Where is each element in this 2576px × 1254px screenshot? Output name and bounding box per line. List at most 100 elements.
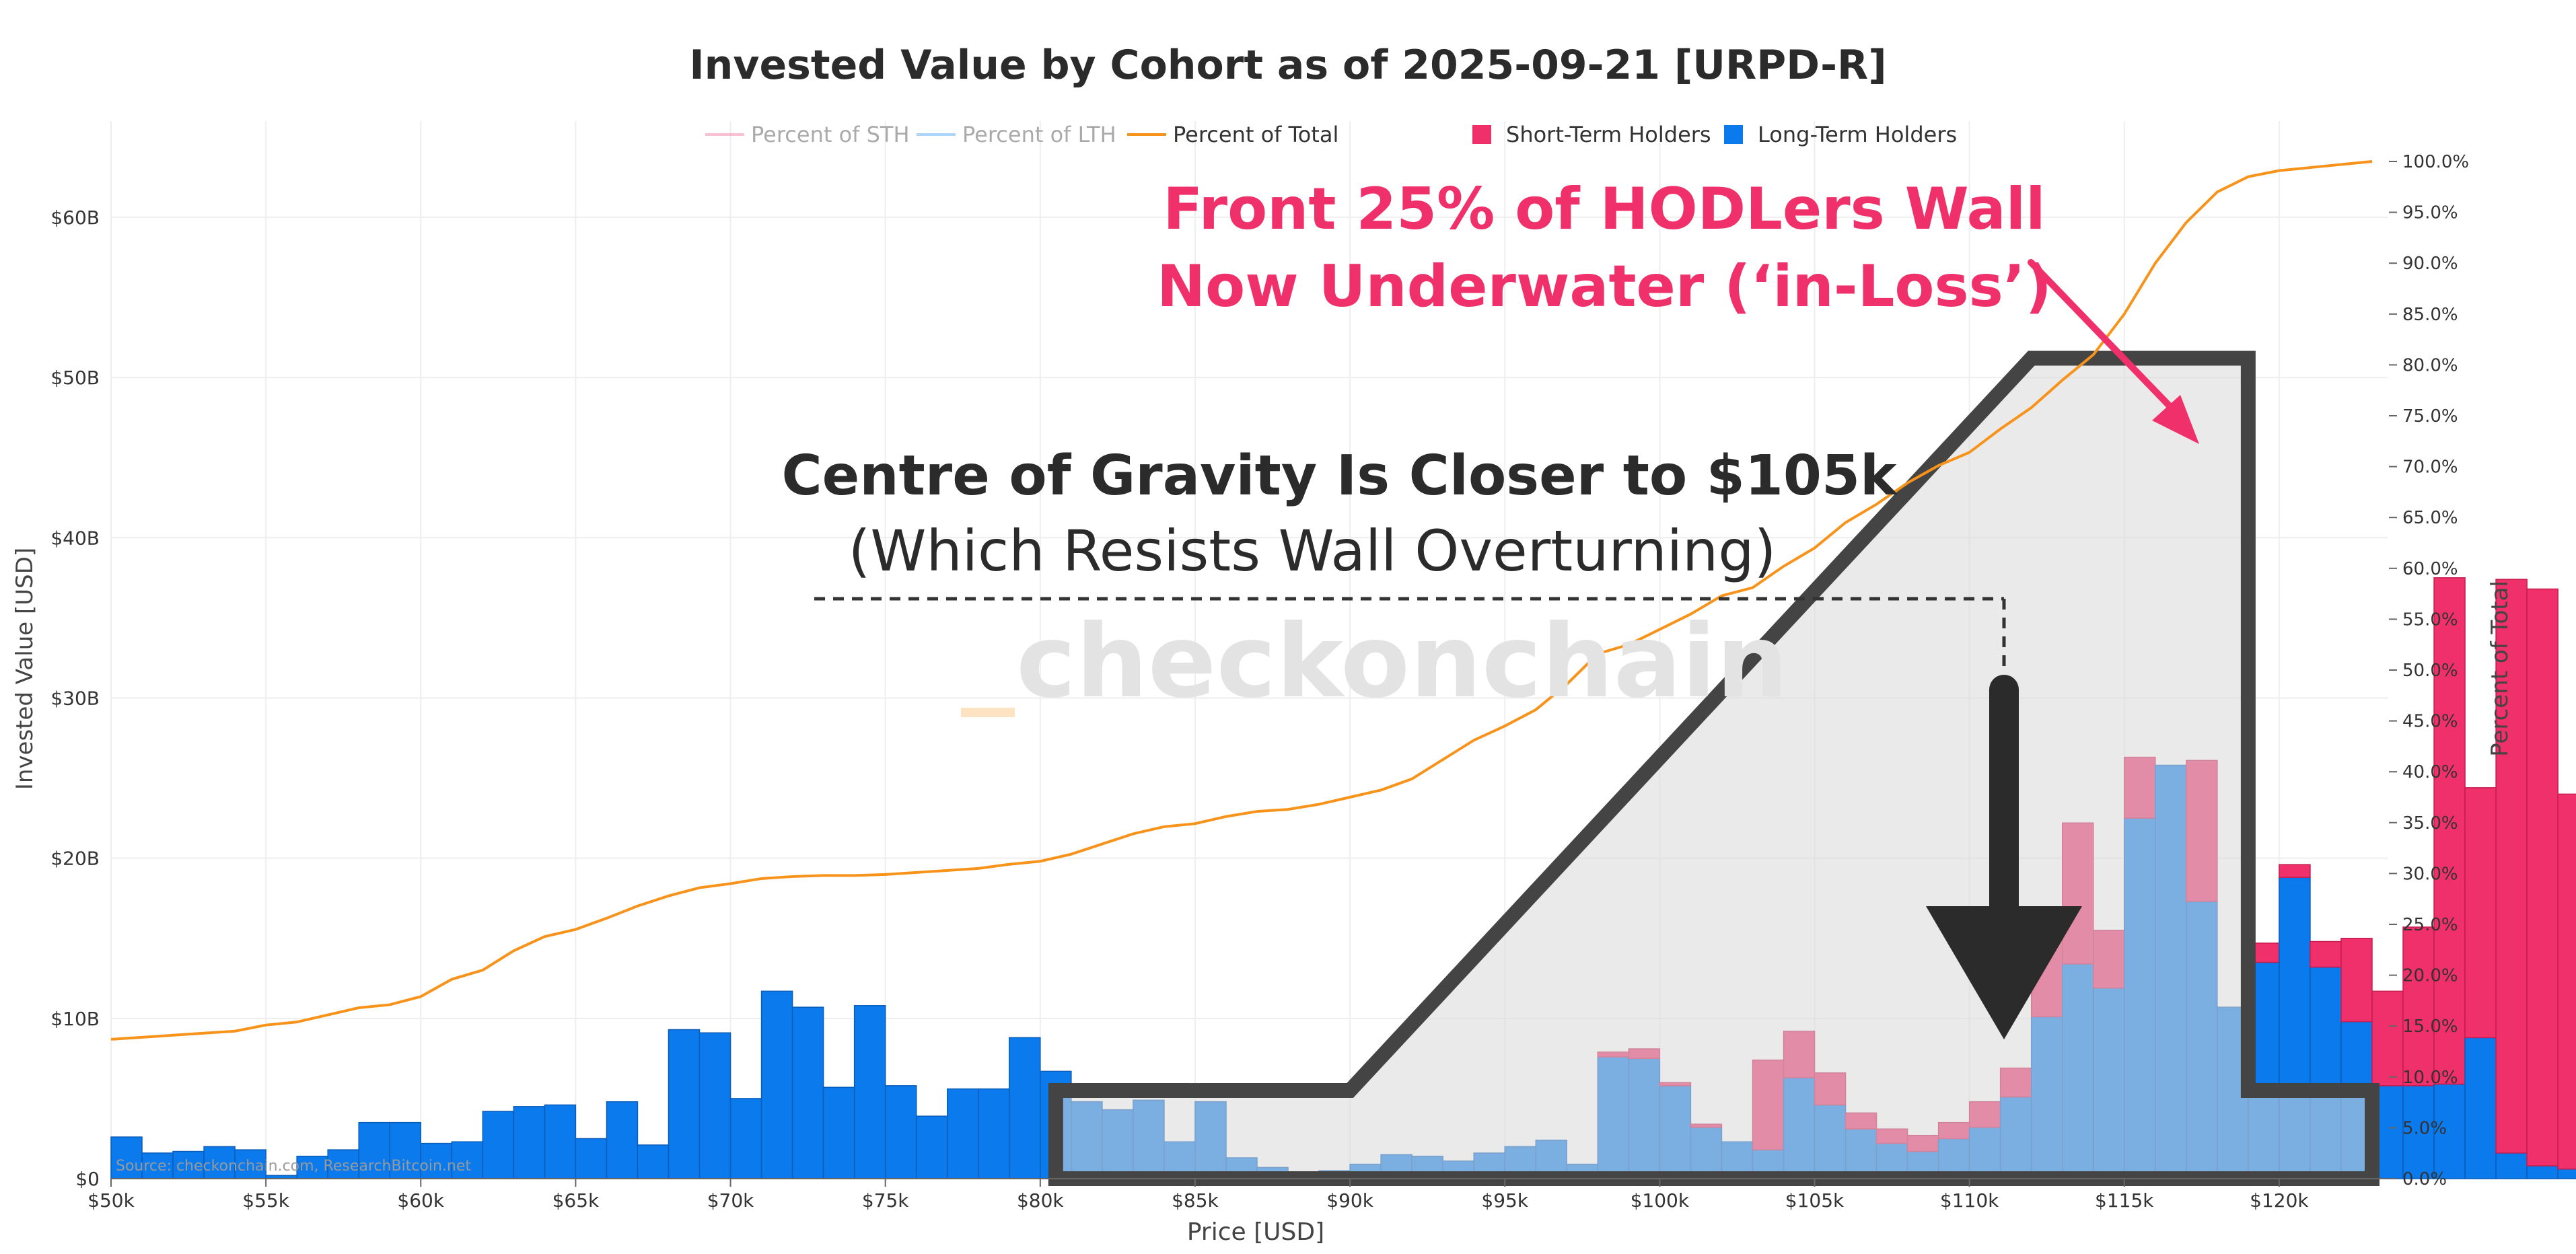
- lth-bar: [791, 1006, 824, 1179]
- y-tick-label: $10B: [50, 1008, 100, 1030]
- lth-bar: [637, 1144, 670, 1179]
- sth-bar: [2495, 579, 2528, 1154]
- annotation-layer: [814, 259, 2199, 1039]
- sth-bar: [2526, 588, 2559, 1167]
- y2-tick-label: 95.0%: [2402, 203, 2458, 223]
- y2-tick-label: 50.0%: [2402, 661, 2458, 681]
- y-tick-label: $60B: [50, 207, 100, 229]
- lth-bar: [853, 1005, 886, 1179]
- sth-bar: [2371, 990, 2404, 1086]
- y2-tick-label: 60.0%: [2402, 559, 2458, 579]
- percent-total-line: [110, 160, 2373, 1041]
- legend-label: Percent of STH: [751, 122, 910, 147]
- source-text: Source: checkonchain.com, ResearchBitcoi…: [116, 1158, 471, 1175]
- lth-bar: [2433, 1083, 2466, 1179]
- legend-layer: Percent of STH Percent of LTH Percent of T…: [705, 122, 1957, 147]
- legend-swatch: [1472, 125, 1491, 144]
- x-tick-label: $95k: [1481, 1189, 1528, 1212]
- sth-bar: [2433, 577, 2466, 1085]
- gravity-line-1: Centre of Gravity Is Closer to $105k: [781, 444, 1898, 508]
- chart-title: Invested Value by Cohort as of 2025-09-2…: [689, 42, 1886, 89]
- y2-tick-label: 5.0%: [2402, 1118, 2447, 1138]
- x-tick-label: $65k: [552, 1189, 600, 1212]
- watermark-layer: [961, 708, 1015, 717]
- sth-bar: [2310, 940, 2342, 968]
- axes-layer: $50k $55k $60k $65k $70k $75k $80k $85k $90k $95k…: [50, 152, 2469, 1212]
- lth-bar: [2495, 1152, 2528, 1179]
- y-axis-title: Invested Value [USD]: [11, 548, 38, 790]
- wall-outline: [1048, 351, 2380, 1186]
- gravity-line-2: (Which Resists Wall Overturning): [849, 518, 1777, 584]
- headline-line-2: Now Underwater (‘in-Loss’): [1157, 253, 2052, 320]
- lth-bar: [203, 1146, 236, 1179]
- x-tick-label: $100k: [1631, 1189, 1690, 1212]
- y2-tick-label: 25.0%: [2402, 915, 2458, 935]
- down-arrow-head: [1926, 906, 2082, 1039]
- legend-swatch: [1724, 125, 1743, 144]
- lth-bar: [760, 990, 793, 1179]
- y-tick-label: $40B: [50, 527, 100, 549]
- lth-bar: [110, 1136, 143, 1179]
- y-tick-label: $30B: [50, 687, 100, 709]
- lth-bar: [2464, 1037, 2497, 1179]
- y2-tick-label: 85.0%: [2402, 305, 2458, 325]
- legend-label: Percent of LTH: [962, 122, 1116, 147]
- y2-tick-label: 55.0%: [2402, 610, 2458, 630]
- y-tick-label: $20B: [50, 848, 100, 870]
- y2-tick-label: 15.0%: [2402, 1017, 2458, 1037]
- lth-bar: [668, 1029, 701, 1179]
- watermark-underscore: [961, 708, 1015, 717]
- x-tick-label: $115k: [2095, 1189, 2154, 1212]
- wall-layer: [1048, 351, 2380, 1186]
- lth-bar: [729, 1098, 762, 1179]
- lth-bar: [978, 1088, 1010, 1179]
- line-layer: [110, 160, 2373, 1041]
- y2-tick-label: 65.0%: [2402, 508, 2458, 528]
- sth-bar: [2464, 787, 2497, 1039]
- x-tick-label: $90k: [1326, 1189, 1373, 1212]
- y2-tick-label: 10.0%: [2402, 1068, 2458, 1088]
- x-tick-label: $60k: [397, 1189, 444, 1212]
- y2-tick-label: 75.0%: [2402, 406, 2458, 427]
- x-tick-label: $120k: [2250, 1189, 2309, 1212]
- sth-bar: [2340, 937, 2373, 1023]
- y2-tick-label: 100.0%: [2402, 152, 2469, 172]
- lth-bar: [2526, 1165, 2559, 1179]
- y-tick-label: $0: [75, 1168, 100, 1190]
- lth-bar: [544, 1104, 577, 1179]
- legend-label: Short-Term Holders: [1506, 122, 1711, 147]
- y2-tick-label: 45.0%: [2402, 712, 2458, 732]
- legend-label: Long-Term Holders: [1758, 122, 1957, 147]
- lth-bar: [699, 1032, 731, 1179]
- watermark-text: checkonchain: [1016, 603, 1788, 721]
- y2-tick-label: 20.0%: [2402, 966, 2458, 986]
- y2-tick-label: 80.0%: [2402, 355, 2458, 375]
- y2-tick-label: 40.0%: [2402, 762, 2458, 782]
- x-tick-label: $110k: [1940, 1189, 1999, 1212]
- sth-bar: [2402, 926, 2435, 1086]
- headline-line-1: Front 25% of HODLers Wall: [1163, 176, 2045, 243]
- lth-bar: [915, 1115, 948, 1179]
- y2-tick-label: 30.0%: [2402, 864, 2458, 884]
- lth-bar: [2402, 1085, 2435, 1179]
- lth-bar: [513, 1106, 546, 1179]
- y2-tick-label: 70.0%: [2402, 457, 2458, 478]
- lth-bar: [451, 1141, 484, 1179]
- x-tick-label: $55k: [242, 1189, 289, 1212]
- lth-bar: [1009, 1037, 1041, 1179]
- sth-bar: [2279, 864, 2311, 878]
- lth-bar: [358, 1121, 390, 1179]
- lth-bar: [606, 1101, 639, 1179]
- pink-arrow-shaft: [2028, 259, 2184, 420]
- sth-bar: [2557, 793, 2576, 1170]
- x-tick-label: $85k: [1172, 1189, 1219, 1212]
- legend-label: Percent of Total: [1173, 122, 1338, 147]
- lth-bar: [420, 1142, 453, 1179]
- x-tick-label: $75k: [862, 1189, 909, 1212]
- lth-bar: [884, 1085, 917, 1179]
- lth-bar: [2557, 1168, 2576, 1179]
- lth-bar: [296, 1155, 328, 1179]
- x-tick-label: $50k: [87, 1189, 135, 1212]
- x-tick-label: $80k: [1017, 1189, 1064, 1212]
